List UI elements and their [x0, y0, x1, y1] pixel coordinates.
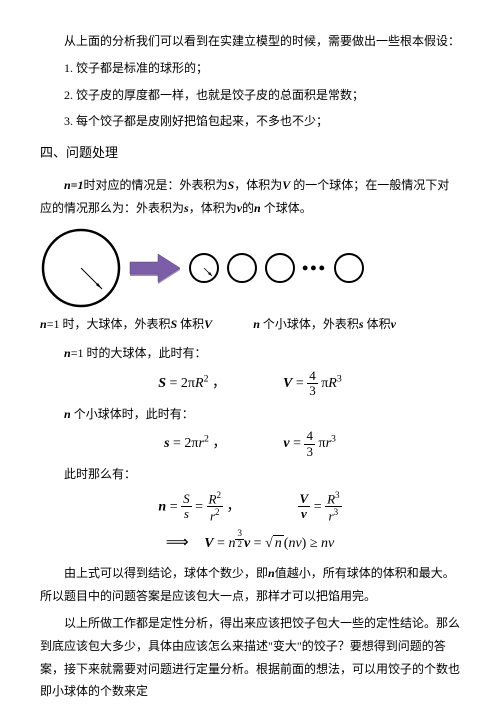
small-sphere-3-icon	[264, 252, 296, 284]
arrow-icon	[128, 250, 182, 286]
cr-v: v	[391, 317, 396, 331]
formula-result: ⟹ V = n32v = √n(nv) ≥ nv	[40, 528, 460, 558]
formula-small: s = 2πr2 ， v = 43 πr3	[40, 429, 460, 459]
big-sphere-icon	[40, 227, 122, 309]
cl-V: V	[204, 317, 212, 331]
final-para: 以上所做工作都是定性分析，得出来应该把饺子包大一些的定性结论。那么到底应该包大多…	[40, 612, 460, 703]
conclusion-para: 由上式可以得到结论，球体个数少，即n值越小，所有球体的体积和最大。所以题目中的问…	[40, 562, 460, 608]
ellipsis-dots: •••	[302, 251, 327, 285]
assumption-3: 3. 每个饺子都是皮刚好把馅包起来，不多也不少；	[40, 110, 460, 133]
small-sphere-1-icon	[188, 252, 220, 284]
section-heading: 四、问题处理	[40, 141, 460, 166]
sphere-diagram: •••	[40, 227, 460, 309]
t6: 个球体。	[261, 201, 312, 215]
cr-t1: 个小球体，外表积	[260, 317, 359, 331]
then-para: 此时那么有：	[40, 463, 460, 486]
p6b: n	[268, 566, 275, 580]
big-body-para: n=1 时的大球体，此时有：	[40, 342, 460, 365]
t1: 时对应的情况是：外表积为	[84, 178, 228, 192]
t5: 的	[242, 201, 254, 215]
t2: ，体积为	[234, 178, 282, 192]
cl-n: n	[40, 317, 47, 331]
assumption-1: 1. 饺子都是标准的球形的；	[40, 57, 460, 80]
cl-t2: 体积	[180, 317, 204, 331]
case-para: n=1时对应的情况是：外表积为S，体积为V 的一个球体；在一般情况下对应的情况那…	[40, 174, 460, 220]
p4-n: n	[64, 407, 71, 421]
p6a: 由上式可以得到结论，球体个数少，即	[64, 566, 268, 580]
formula-ratio: n = Ss = R2r2 ， Vv = R3r3	[40, 490, 460, 524]
var-n1: n=1	[64, 178, 84, 192]
var-n: n	[254, 201, 261, 215]
caption-row: n=1 时，大球体，外表积S 体积V n 个小球体，外表积s 体积v	[40, 313, 460, 336]
caption-left: n=1 时，大球体，外表积S 体积V	[40, 313, 233, 336]
t4: ，体积为	[189, 201, 237, 215]
cr-s: s	[359, 317, 367, 331]
small-sphere-2-icon	[226, 252, 258, 284]
p4-t: 个小球体时，此时有：	[71, 407, 194, 421]
formula-big: S = 2πR2 ， V = 43 πR3	[40, 369, 460, 399]
p3-n: n	[64, 346, 71, 360]
cl-S: S	[170, 317, 180, 331]
cr-t2: 体积	[367, 317, 391, 331]
p3-t: =1 时的大球体，此时有：	[71, 346, 207, 360]
small-sphere-n-icon	[333, 252, 365, 284]
cr-n: n	[253, 317, 260, 331]
small-body-para: n 个小球体时，此时有：	[40, 403, 460, 426]
assumption-2: 2. 饺子皮的厚度都一样，也就是饺子皮的总面积是常数；	[40, 84, 460, 107]
intro-para: 从上面的分析我们可以看到在实建立模型的时候，需要做出一些根本假设：	[40, 30, 460, 53]
caption-right: n 个小球体，外表积s 体积v	[233, 313, 460, 336]
cl-t1: =1 时，大球体，外表积	[47, 317, 171, 331]
